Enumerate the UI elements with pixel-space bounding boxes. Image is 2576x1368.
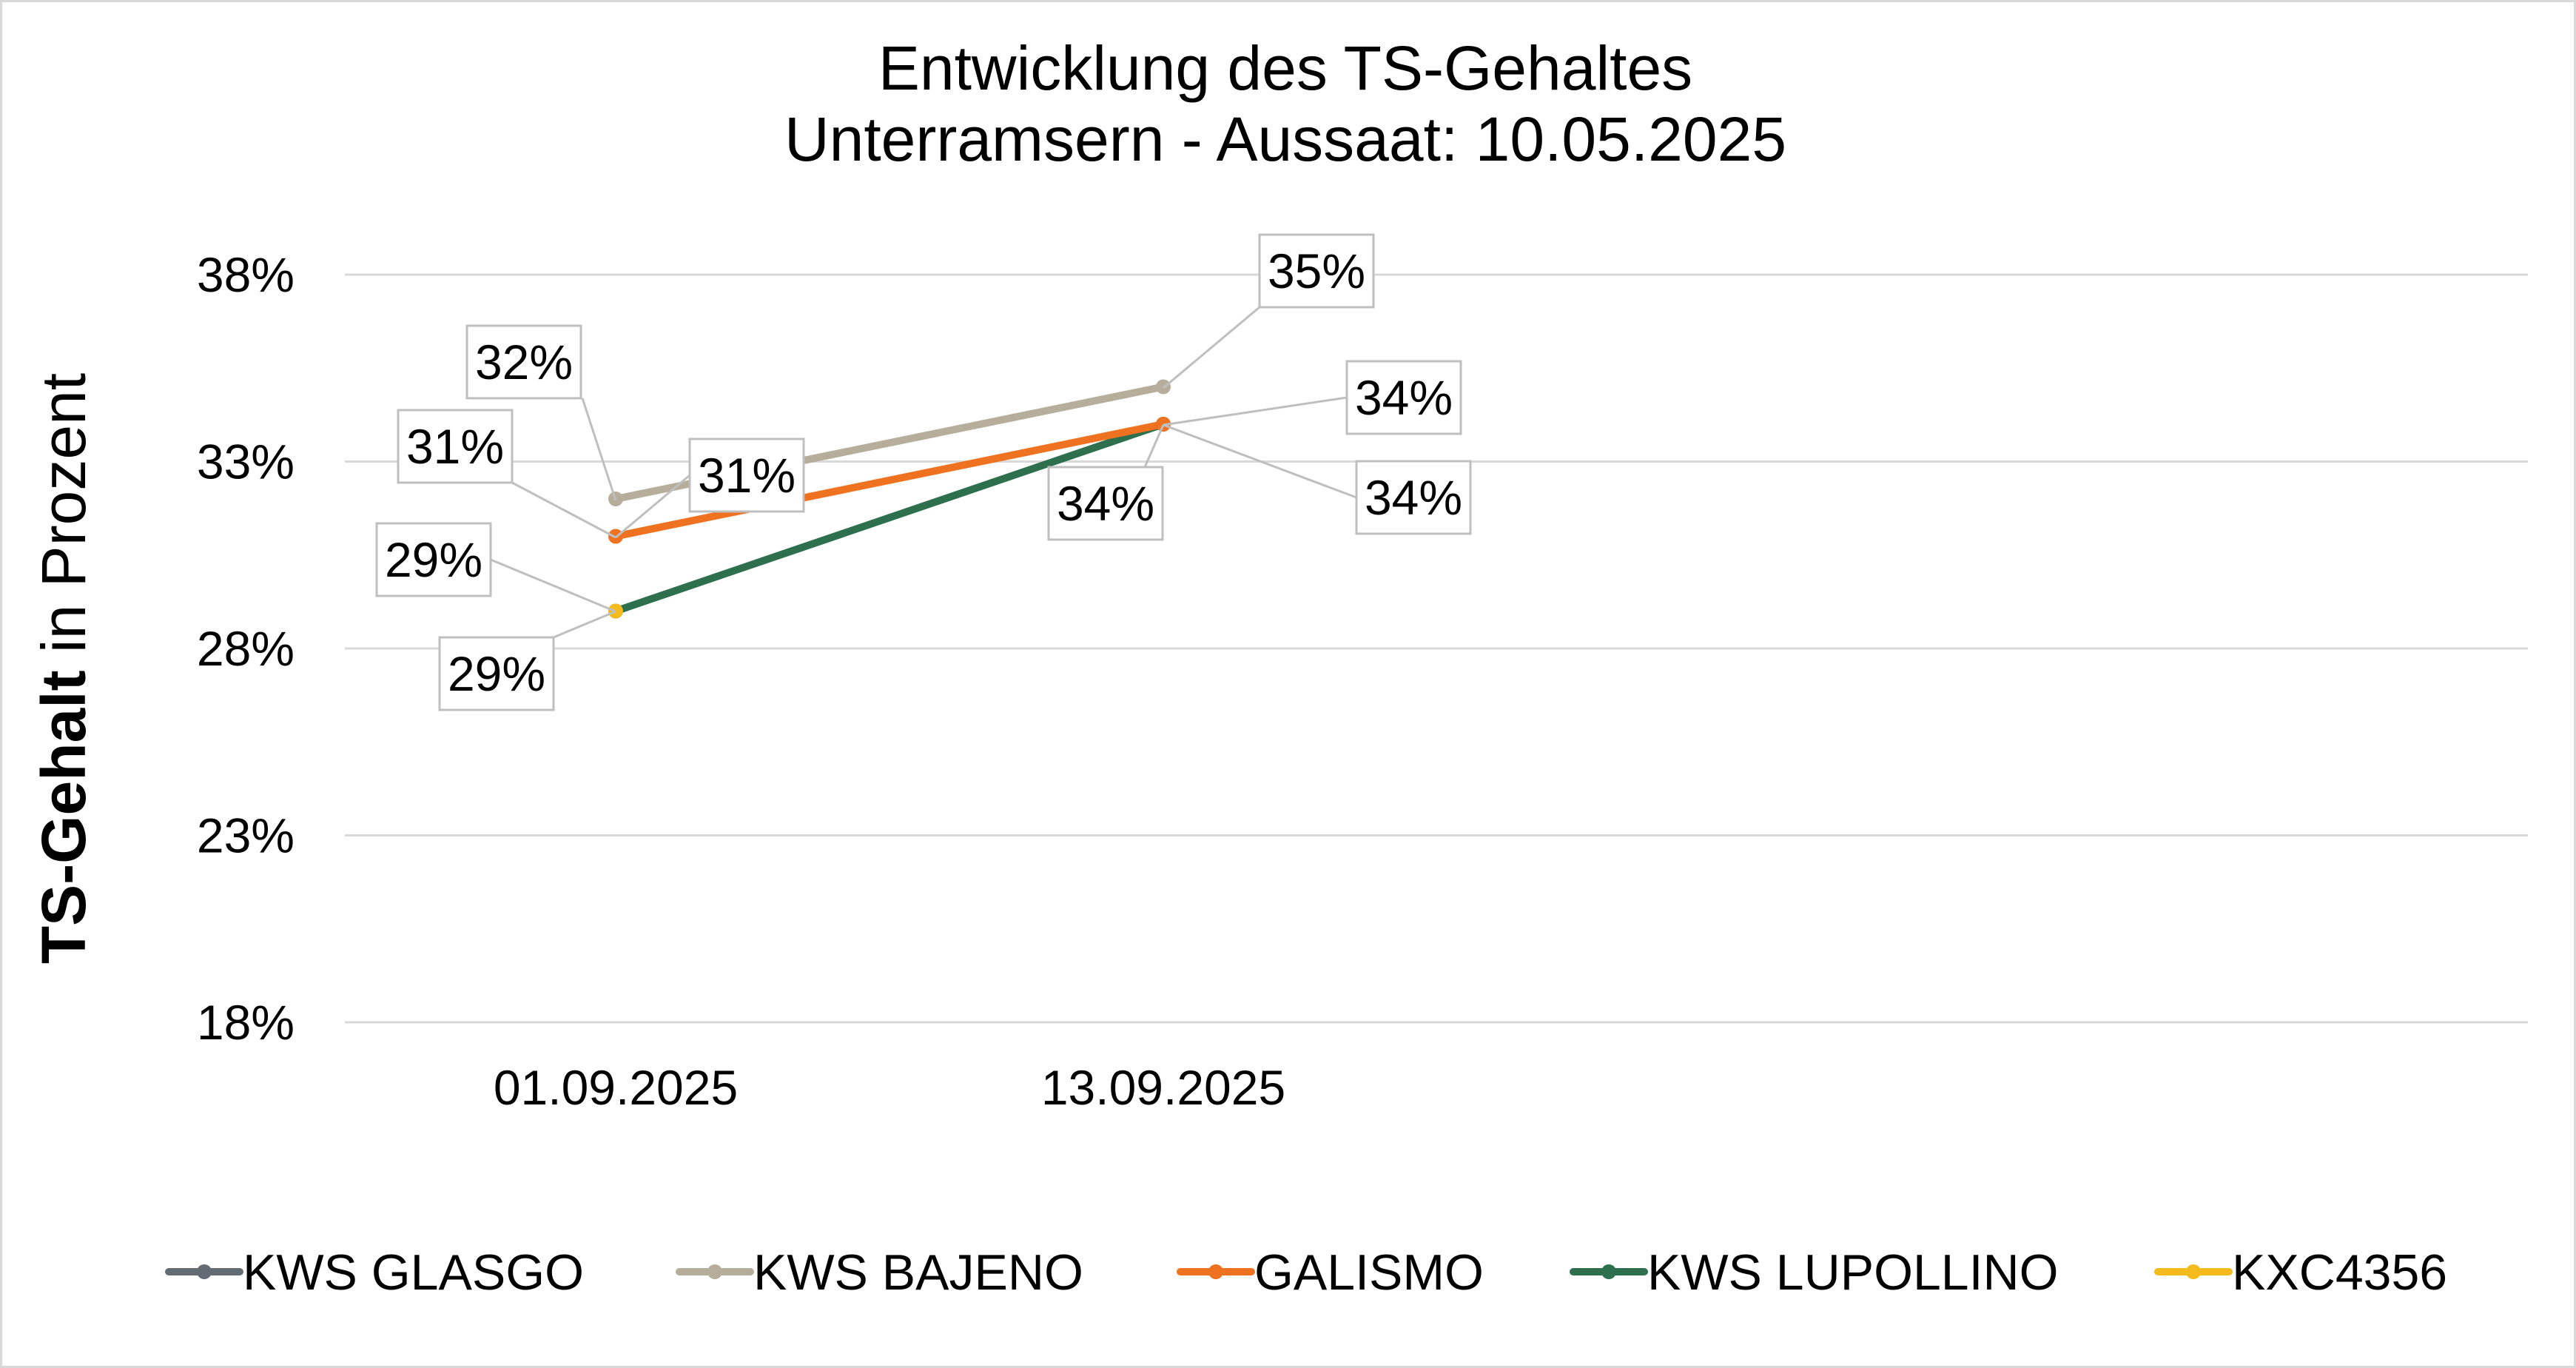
data-label-leader	[553, 610, 616, 639]
x-axis-tick-labels: 01.09.2025 13.09.2025	[494, 1060, 1285, 1115]
legend-label: KWS LUPOLLINO	[1647, 1244, 2059, 1301]
data-label-leader	[1143, 424, 1165, 468]
data-label-leader	[615, 474, 690, 539]
data-label: 29%	[385, 532, 482, 587]
legend-marker-0	[197, 1264, 212, 1279]
y-axis-title: TS-Gehalt in Prozent	[29, 373, 98, 964]
legend-marker-1	[707, 1264, 722, 1279]
y-tick-label: 18%	[197, 995, 295, 1050]
data-label-box	[438, 636, 555, 711]
data-label: 35%	[1268, 244, 1365, 298]
data-label-box	[465, 324, 582, 400]
y-axis-title-rest: in Prozent	[29, 373, 98, 671]
data-label-leader	[490, 558, 616, 613]
data-label-box	[688, 437, 805, 513]
data-label: 29%	[448, 646, 545, 701]
y-axis-tick-labels: 18% 23% 28% 33% 38%	[197, 247, 295, 1050]
data-labels: 32% 35% 31% 31% 29% 29% 34% 34% 34%	[375, 233, 1472, 711]
legend: KWS GLASGO KWS BAJENO GALISMO KWS LUPOLLINO…	[165, 1244, 2447, 1301]
data-label-leader	[511, 481, 616, 539]
legend-marker-4	[2186, 1264, 2201, 1279]
legend-marker-3	[1601, 1264, 1616, 1279]
data-label: 31%	[698, 448, 796, 503]
data-label-leader	[1163, 306, 1260, 389]
y-tick-label: 23%	[197, 808, 295, 863]
legend-label: GALISMO	[1254, 1244, 1484, 1301]
legend-label: KXC4356	[2232, 1244, 2447, 1301]
y-tick-label: 33%	[197, 435, 295, 489]
data-label: 31%	[406, 419, 504, 474]
series-lines	[608, 379, 1171, 619]
data-label: 34%	[1355, 370, 1453, 425]
y-axis-title-bold: TS-Gehalt	[29, 670, 98, 964]
x-tick-label: 01.09.2025	[494, 1060, 738, 1115]
x-tick-label: 13.09.2025	[1041, 1060, 1285, 1115]
data-label-box	[1258, 233, 1375, 309]
data-label-box	[1345, 360, 1462, 435]
series-line-kws-lupollino	[612, 420, 1167, 615]
data-label: 34%	[1365, 470, 1462, 525]
chart-title-line-1: Entwicklung des TS-Gehaltes	[878, 33, 1692, 103]
legend-label: KWS BAJENO	[753, 1244, 1083, 1301]
data-label-leader	[581, 398, 617, 501]
data-label: 34%	[1057, 476, 1154, 531]
y-tick-label: 38%	[197, 247, 295, 302]
data-label-box	[1047, 466, 1164, 541]
data-label-leader	[1163, 396, 1348, 426]
series-line-galismo	[612, 420, 1167, 540]
data-label-leaders	[490, 306, 1357, 639]
legend-label: KWS GLASGO	[243, 1244, 584, 1301]
data-label-box	[1355, 460, 1472, 535]
data-label-box	[397, 409, 514, 484]
data-label-leader	[1163, 423, 1357, 499]
data-label-box	[375, 522, 492, 597]
y-tick-label: 28%	[197, 621, 295, 676]
legend-marker-2	[1208, 1264, 1223, 1279]
data-label: 32%	[475, 335, 573, 389]
chart-title-line-2: Unterramsern - Aussaat: 10.05.2025	[784, 104, 1786, 174]
